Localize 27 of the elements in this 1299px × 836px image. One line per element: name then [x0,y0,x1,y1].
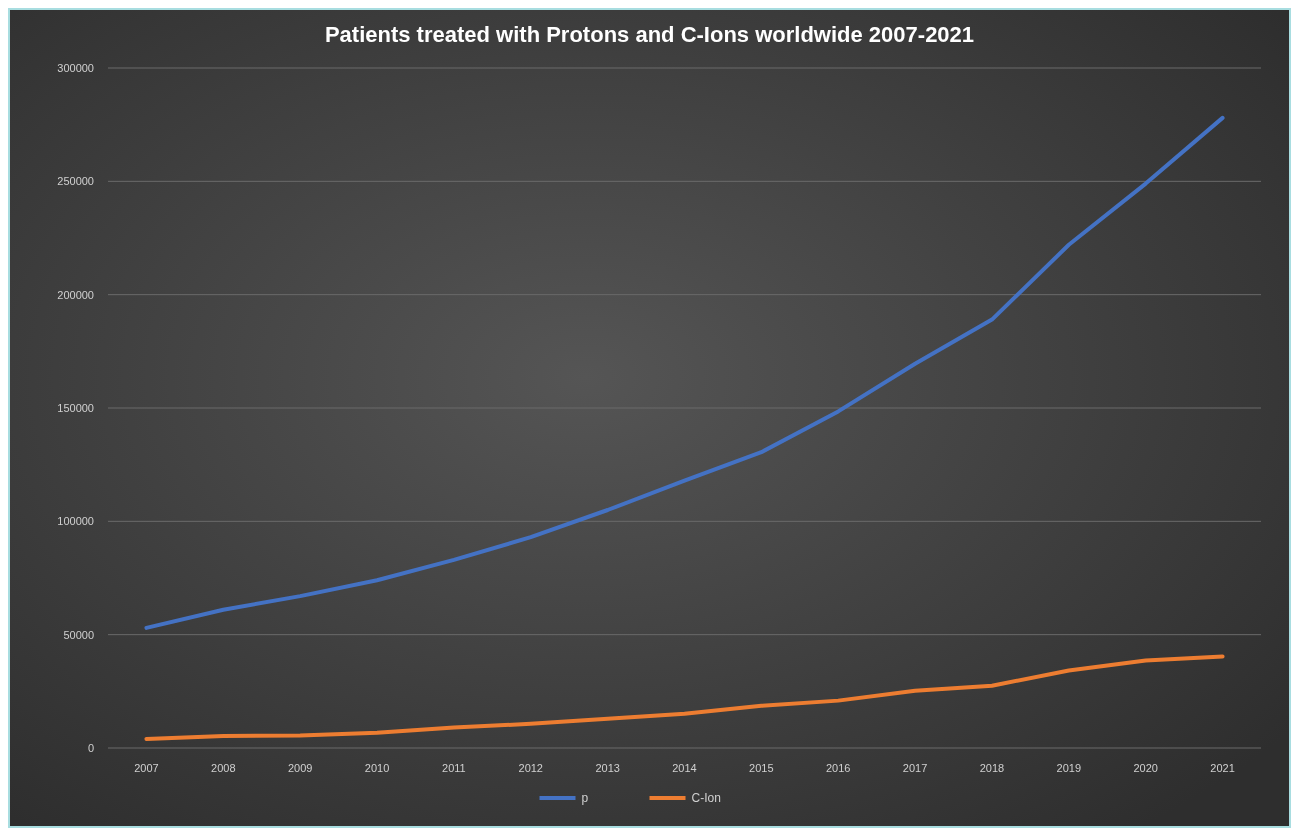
x-tick-label: 2021 [1210,762,1235,774]
x-tick-label: 2008 [211,762,236,774]
x-tick-label: 2009 [287,762,313,774]
y-tick-label: 300000 [57,61,94,74]
x-tick-label: 2015 [749,762,774,774]
y-tick-label: 100000 [57,515,94,528]
y-tick-label: 50000 [63,628,94,641]
x-tick-label: 2007 [134,762,159,774]
x-tick-label: 2018 [979,762,1005,774]
x-tick-label: 2016 [825,762,851,774]
chart-title: Patients treated with Protons and C-Ions worldwide 2007-2021 [324,22,975,47]
x-tick-label: 2011 [442,762,466,774]
x-tick-label: 2020 [1133,762,1158,774]
y-tick-label: 150000 [57,401,94,414]
line-series [144,115,1225,630]
y-tick-label: 250000 [57,175,94,188]
legend-label: p [581,791,589,806]
x-tick-label: 2010 [364,762,390,774]
x-tick-label: 2017 [902,762,928,774]
x-tick-label: 2012 [518,762,544,774]
y-tick-label: 200000 [57,288,94,301]
y-tick-label: 0 [87,741,94,754]
legend-label: C-Ion [691,791,721,806]
x-tick-label: 2013 [595,762,620,774]
x-tick-label: 2019 [1056,762,1082,774]
line-series [144,654,1225,741]
x-tick-label: 2014 [672,762,697,774]
